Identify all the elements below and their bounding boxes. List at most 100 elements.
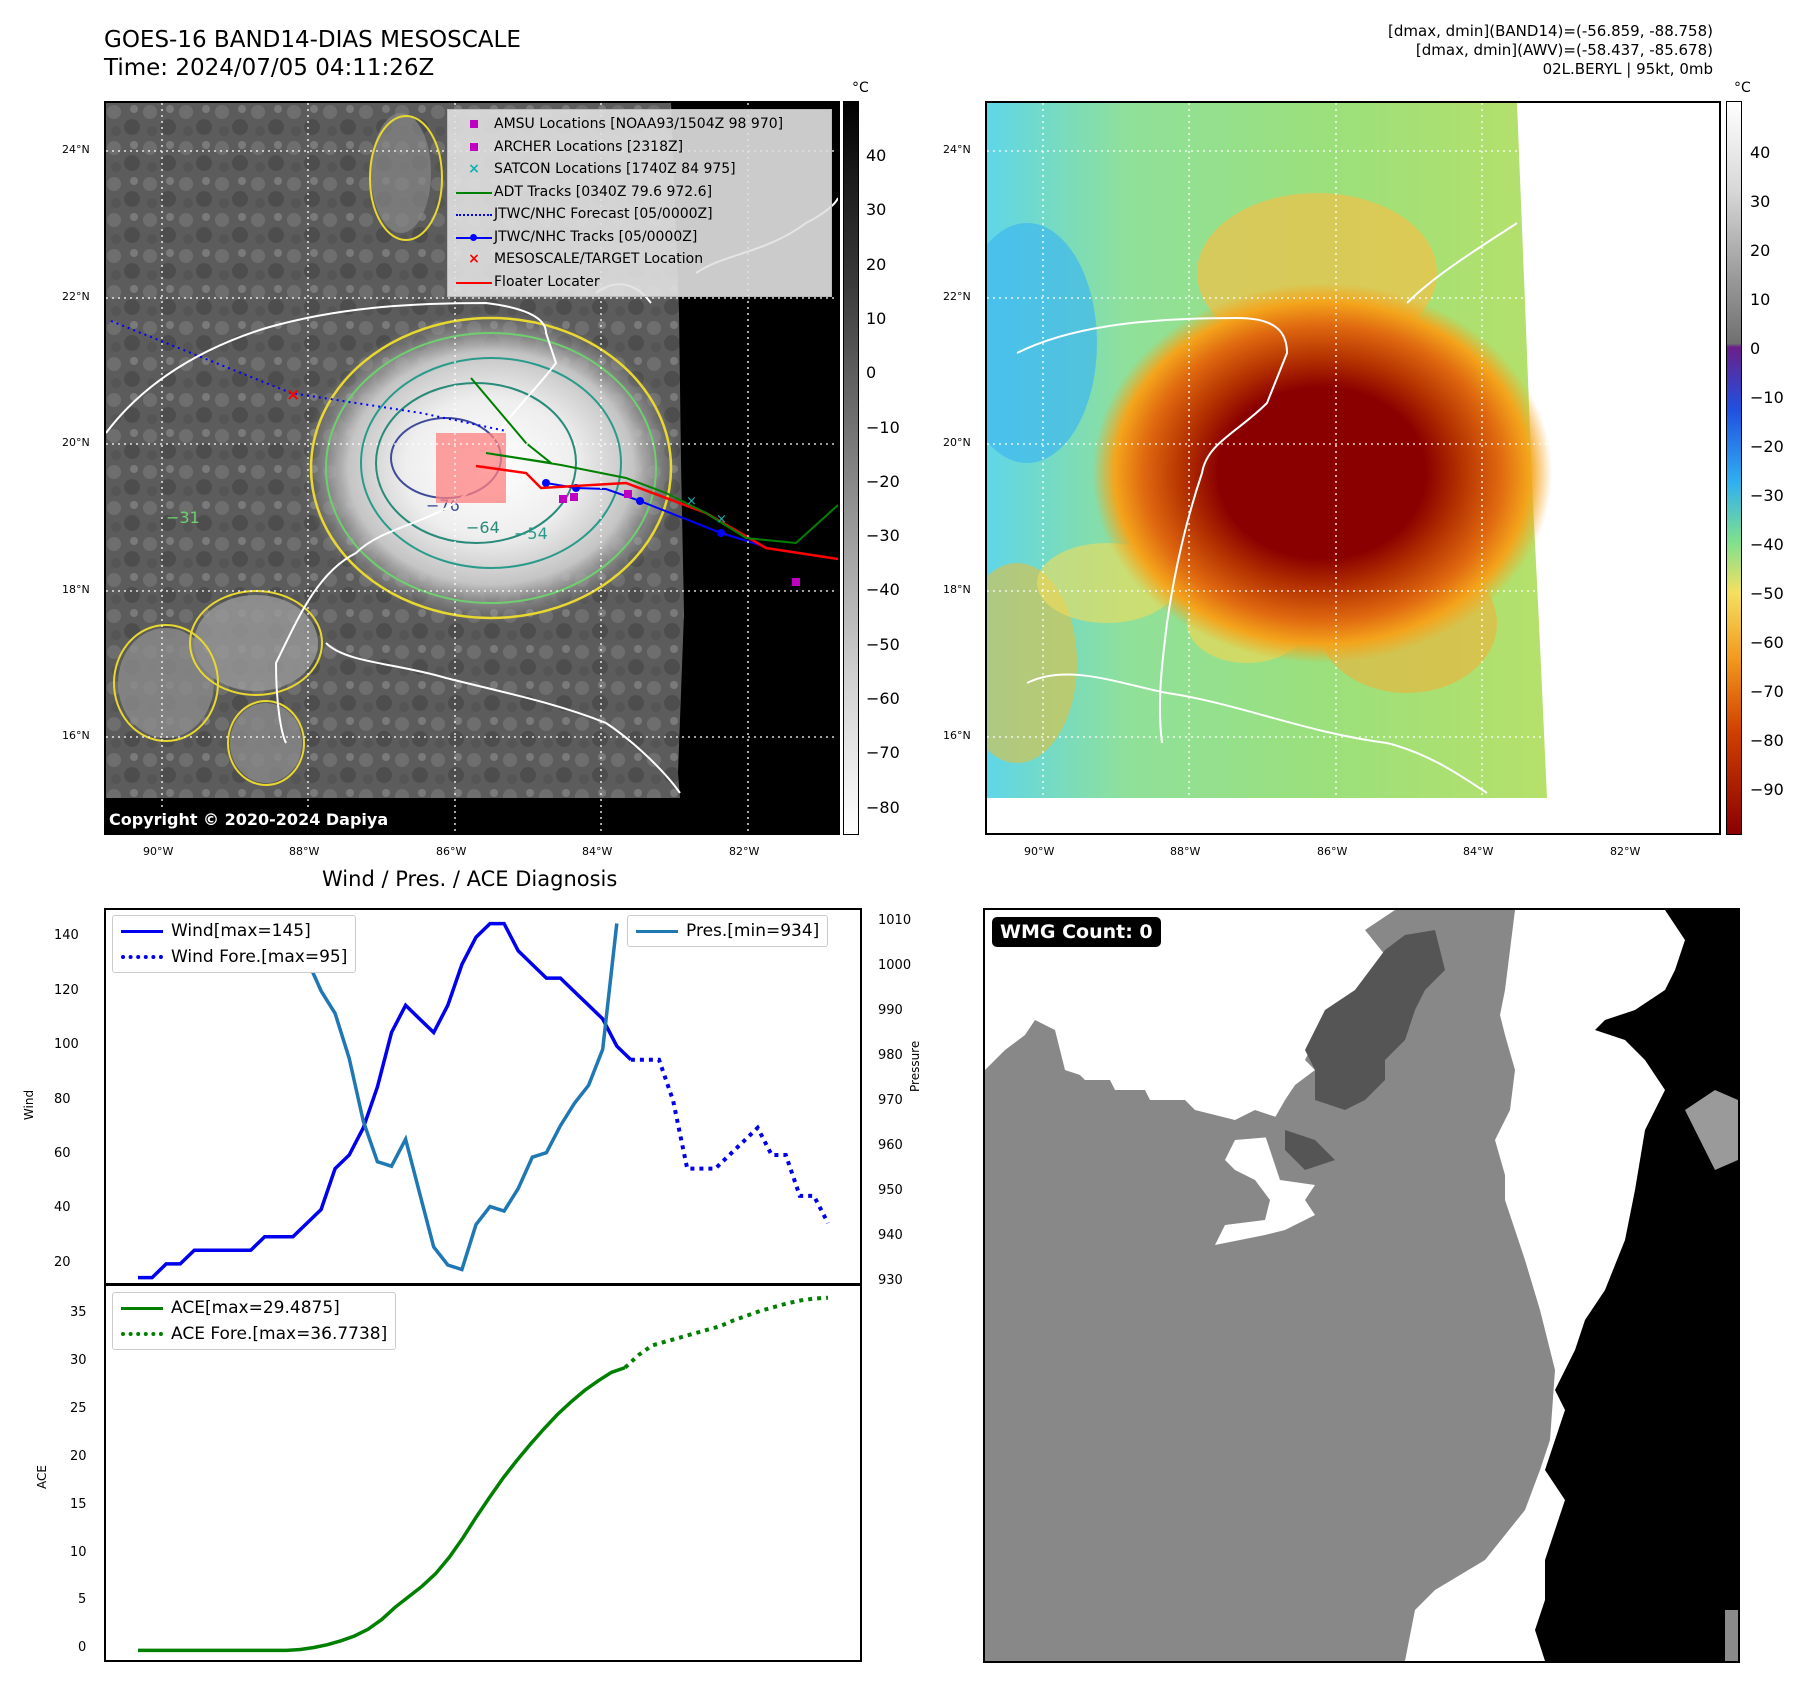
wind-tick-label: 140 <box>54 928 79 944</box>
awv-colorbar-tick: 30 <box>1750 192 1771 211</box>
wind-tick-label: 60 <box>54 1146 71 1162</box>
legend-line-icon <box>121 929 163 933</box>
ir-colorbar-tick: −70 <box>866 743 900 763</box>
ir-colorbar-tick: 20 <box>866 254 887 274</box>
ace-tick-label: 25 <box>70 1400 87 1416</box>
wind-tick-label: 120 <box>54 982 79 998</box>
wind-tick-label: 20 <box>54 1254 71 1270</box>
stats-band14: [dmax, dmin](BAND14)=(-56.859, -88.758) <box>1388 22 1713 40</box>
awv-gridlines <box>987 103 1719 833</box>
awv-colorbar-tick: −90 <box>1750 780 1784 799</box>
ir-colorbar-tick: −30 <box>866 526 900 546</box>
wind-tick-label: 100 <box>54 1037 79 1053</box>
satcon-marker: × <box>686 494 697 509</box>
ir-cloud-cluster <box>194 595 318 691</box>
legend-dotted-line-icon <box>454 203 494 225</box>
awv-colorbar-tick: 0 <box>1750 339 1761 358</box>
legend-dotted-line-icon <box>121 1332 163 1336</box>
awv-lat-label: 20°N <box>943 436 971 449</box>
ace-plot <box>138 1295 829 1653</box>
stats-awv: [dmax, dmin](AWV)=(-58.437, -85.678) <box>1415 41 1713 59</box>
ace-tick-label: 20 <box>70 1448 87 1464</box>
floater-track <box>475 464 838 561</box>
ir-colorbar <box>843 101 859 835</box>
ir-colorbar-tick: 30 <box>866 200 887 220</box>
ace-tick-label: 0 <box>78 1640 87 1656</box>
legend-line-icon <box>454 181 494 203</box>
ace-tick-label: 30 <box>70 1352 87 1368</box>
nhc-track-point <box>636 497 644 505</box>
legend-item-satcon: × SATCON Locations [1740Z 84 975] <box>454 158 825 181</box>
adt-track <box>470 377 838 545</box>
awv-lon-label: 86°W <box>1317 845 1348 858</box>
wmg-gray-patch <box>1725 1610 1738 1661</box>
awv-colorbar-tick: −10 <box>1750 388 1784 407</box>
legend-item-pres: Pres.[min=934] <box>636 918 819 944</box>
awv-dry-core-center <box>1217 388 1417 558</box>
contour-green <box>325 332 657 604</box>
legend-line-icon <box>121 1306 163 1310</box>
archer-marker <box>570 493 578 501</box>
awv-lat-label: 18°N <box>943 583 971 596</box>
ir-colorbar-tick: −10 <box>866 417 900 437</box>
copyright-notice: Copyright © 2020-2024 Dapiya <box>104 808 394 831</box>
satcon-marker: × <box>716 512 727 527</box>
pres-tick-label: 970 <box>878 1093 903 1109</box>
contour-yellow <box>227 700 305 786</box>
pres-tick-label: 1010 <box>878 913 912 929</box>
wmg-count-badge: WMG Count: 0 <box>992 917 1161 947</box>
awv-colorbar-tick: 20 <box>1750 241 1771 260</box>
wind-series-line <box>138 921 633 1280</box>
legend-square-icon <box>454 136 494 158</box>
contour-yellow <box>113 624 219 742</box>
ir-cloud-cluster <box>118 628 214 738</box>
wind-tick-label: 40 <box>54 1200 71 1216</box>
legend-item-forecast: JTWC/NHC Forecast [05/0000Z] <box>454 203 825 226</box>
ir-colorbar-tick: 0 <box>866 363 877 383</box>
contour-yellow <box>369 115 443 241</box>
ir-lon-label: 82°W <box>729 845 760 858</box>
awv-map-image <box>987 103 1719 833</box>
legend-dotted-line-icon <box>121 955 163 959</box>
awv-colorbar-tick: 10 <box>1750 290 1771 309</box>
legend-item-floater: Floater Locater <box>454 271 825 294</box>
nhc-track-point <box>542 479 550 487</box>
coastline <box>1016 316 1289 744</box>
ir-cloud-cluster <box>230 703 302 783</box>
wmg-dark-region <box>1305 930 1445 1110</box>
ace-series-line <box>138 1365 626 1653</box>
legend-item-archer: ARCHER Locations [2318Z] <box>454 136 825 159</box>
ir-colorbar-tick: −60 <box>866 689 900 708</box>
legend-square-icon <box>454 113 494 135</box>
ir-colorbar-tick: 10 <box>866 308 887 328</box>
wmg-black-region <box>1535 910 1738 1661</box>
title-line-2: Time: 2024/07/05 04:11:26Z <box>104 55 435 81</box>
awv-lon-label: 84°W <box>1463 845 1494 858</box>
ir-lat-label: 18°N <box>62 583 90 596</box>
pres-tick-label: 980 <box>878 1048 903 1064</box>
wmg-gray-region <box>985 910 1555 1661</box>
ir-colorbar-tick: −20 <box>866 471 900 491</box>
awv-colorbar-tick: −30 <box>1750 486 1784 505</box>
awv-colorbar-unit: °C <box>1734 80 1751 96</box>
awv-colorbar-tick: 40 <box>1750 143 1771 162</box>
coastline <box>1406 222 1518 304</box>
title-line-1: GOES-16 BAND14-DIAS MESOSCALE <box>104 27 521 53</box>
pres-tick-label: 940 <box>878 1228 903 1244</box>
ir-colorbar-tick: −50 <box>866 634 900 654</box>
coastline <box>106 301 558 744</box>
ir-lat-label: 16°N <box>62 729 90 742</box>
ir-lat-label: 24°N <box>62 143 90 156</box>
ir-lon-label: 88°W <box>289 845 320 858</box>
awv-colorbar-tick: −60 <box>1750 633 1784 652</box>
legend-item-wind-fore: Wind Fore.[max=95] <box>121 944 347 970</box>
wind-tick-label: 80 <box>54 1091 71 1107</box>
forecast-track <box>110 320 507 432</box>
wmg-panel <box>983 908 1740 1663</box>
legend-item-adt: ADT Tracks [0340Z 79.6 972.6] <box>454 181 825 204</box>
stats-header: [dmax, dmin](BAND14)=(-56.859, -88.758) … <box>1388 22 1713 79</box>
legend-item-ace: ACE[max=29.4875] <box>121 1295 387 1321</box>
legend-item-wind: Wind[max=145] <box>121 918 347 944</box>
ir-colorbar-unit: °C <box>852 80 869 96</box>
target-marker: × <box>286 385 300 405</box>
